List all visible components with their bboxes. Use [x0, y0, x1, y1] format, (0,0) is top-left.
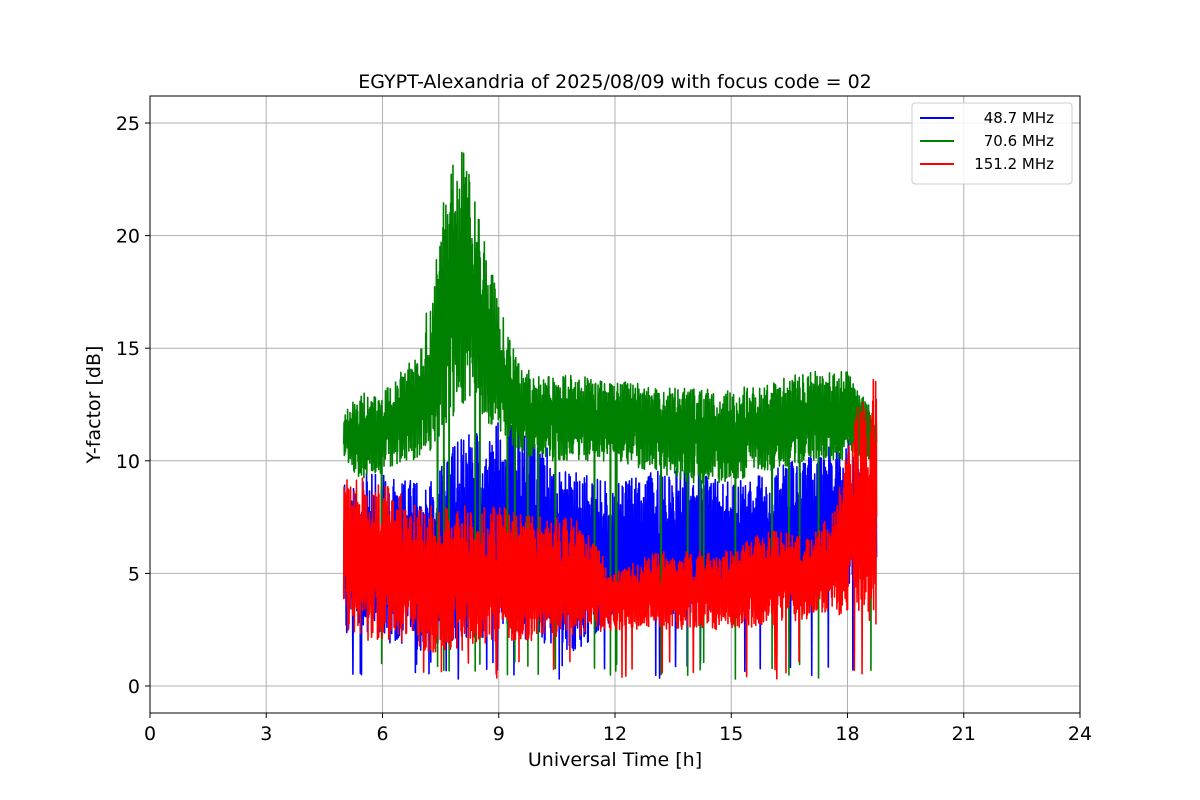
x-tick-label: 24 [1068, 723, 1092, 745]
y-tick-label: 20 [116, 226, 140, 248]
x-axis-label: Universal Time [h] [528, 749, 702, 771]
chart-title: EGYPT-Alexandria of 2025/08/09 with focu… [358, 71, 872, 93]
x-tick-label: 18 [835, 723, 859, 745]
series-line [342, 151, 878, 680]
y-tick-label: 10 [116, 451, 140, 473]
plot-data [342, 151, 878, 680]
x-tick-label: 21 [952, 723, 976, 745]
x-tick-label: 9 [493, 723, 505, 745]
legend-label: 70.6 MHz [984, 132, 1054, 150]
x-axis-ticks: 0 3 6 9 12 15 18 21 24 [144, 713, 1092, 745]
y-axis-label: Y-factor [dB] [83, 346, 105, 465]
legend: 48.7 MHz 70.6 MHz 151.2 MHz [911, 102, 1073, 185]
legend-label: 151.2 MHz [974, 155, 1054, 173]
series-line [342, 378, 878, 680]
y-axis-ticks: 0 5 10 15 20 25 [116, 113, 150, 698]
y-tick-label: 5 [128, 563, 140, 585]
y-tick-label: 0 [128, 676, 140, 698]
x-tick-label: 15 [719, 723, 743, 745]
x-tick-label: 0 [144, 723, 156, 745]
x-tick-label: 6 [376, 723, 388, 745]
y-tick-label: 15 [116, 338, 140, 360]
x-tick-label: 12 [603, 723, 627, 745]
legend-label: 48.7 MHz [984, 109, 1054, 127]
x-tick-label: 3 [260, 723, 272, 745]
y-tick-label: 25 [116, 113, 140, 135]
